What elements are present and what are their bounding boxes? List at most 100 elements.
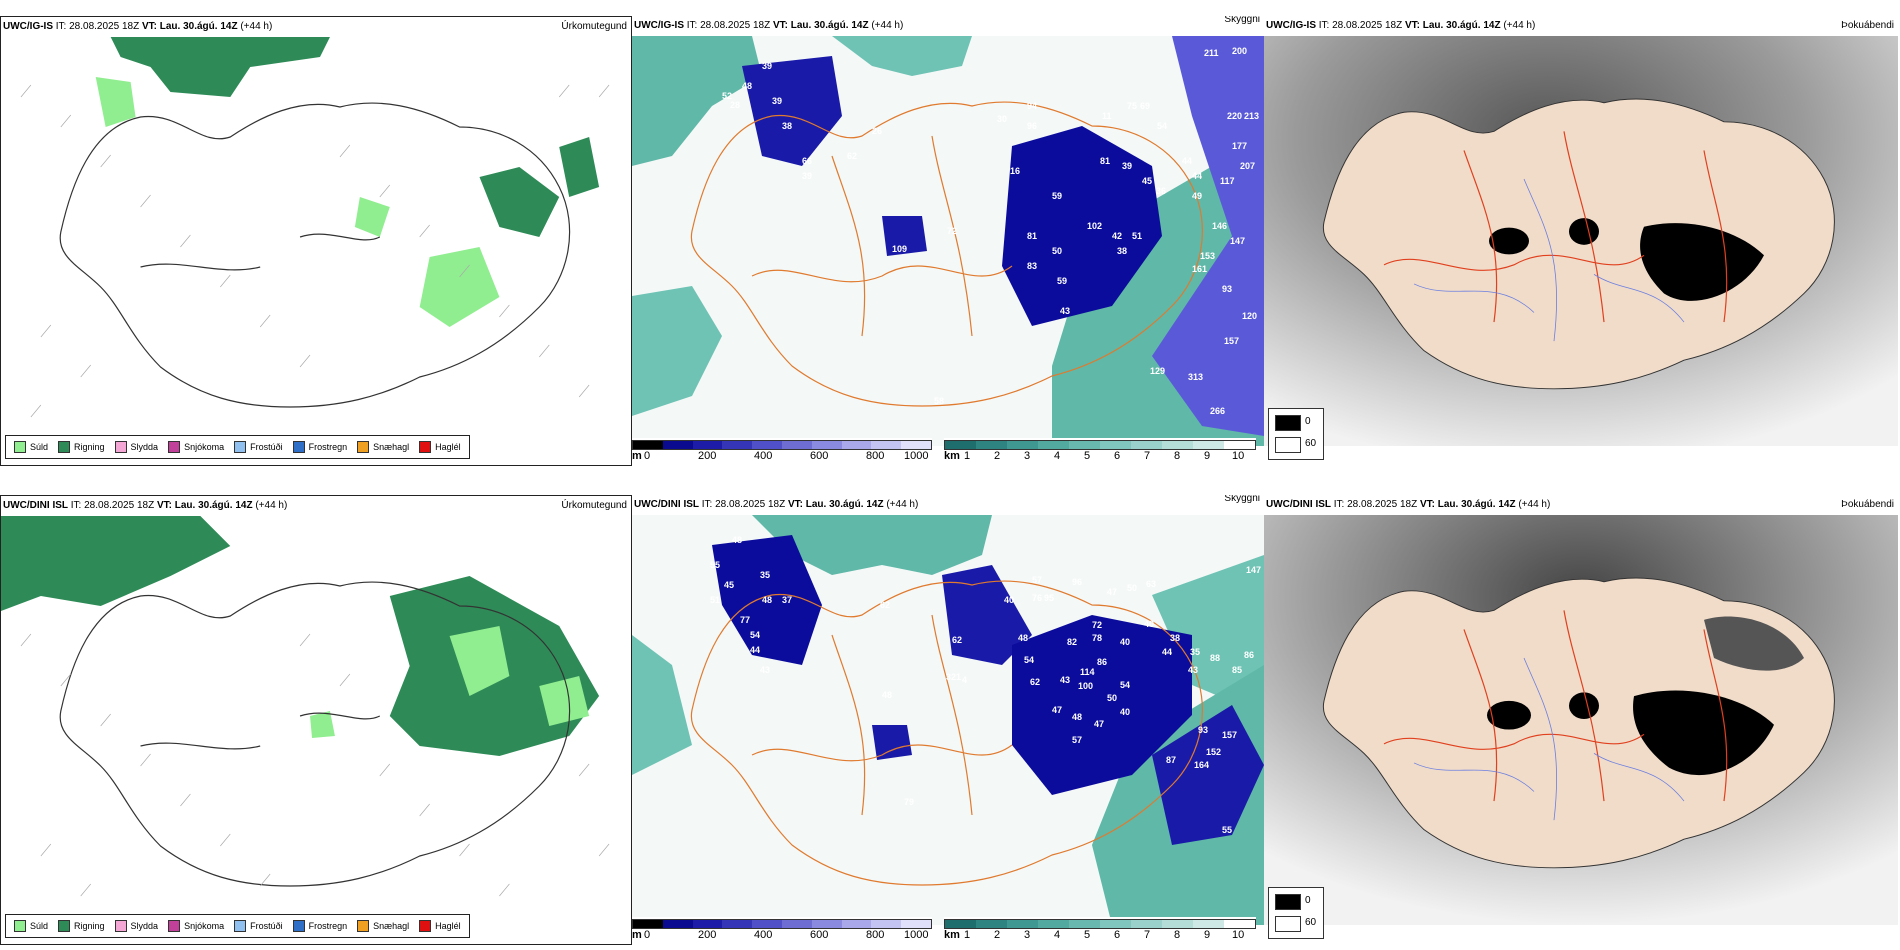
ceiling-label: 43 (1060, 306, 1071, 316)
visibility-tick: 5 (1084, 929, 1091, 941)
ceiling-tick: 200 (698, 450, 717, 462)
ceiling-label: 62 (847, 151, 858, 161)
ceiling-label: 147 (1230, 236, 1246, 246)
it-label: IT: (1333, 499, 1345, 510)
ceiling-label: 207 (1240, 161, 1256, 171)
ceiling-label: 200 (1232, 46, 1248, 56)
ceiling-label: 37 (782, 595, 793, 605)
ceiling-label: 85 (1232, 665, 1243, 675)
ceiling-label: 157 (1222, 730, 1238, 740)
ceiling-label: 109 (892, 244, 908, 254)
visibility-colorbar: km 1 2 3 4 5 6 7 8 9 10 (944, 917, 1256, 943)
ceiling-label: 157 (1224, 336, 1240, 346)
visibility-tick: 3 (1024, 450, 1031, 462)
ceiling-label: 146 (1212, 221, 1228, 231)
visibility-map-svg (632, 36, 1264, 446)
ceiling-label: 11 (1102, 111, 1112, 121)
ceiling-label: 40 (1120, 637, 1131, 647)
ceiling-tick: 800 (866, 450, 885, 462)
ceiling-label: 86 (1097, 657, 1108, 667)
legend-item-frostregn: Frostregn (292, 920, 347, 932)
visibility-tick: 7 (1144, 450, 1151, 462)
it-label: IT: (1318, 20, 1330, 31)
fog-legend-white: 60 (1305, 917, 1317, 928)
ceiling-label: 35 (1190, 647, 1201, 657)
ceiling-label: 36 (1156, 186, 1167, 196)
ceiling-label: 51 (1132, 231, 1143, 241)
ceiling-label: 52 (722, 91, 733, 101)
legend-item-snaehagl: Snæhagl (357, 441, 409, 453)
ceiling-label: 30 (997, 114, 1008, 124)
ceiling-unit: m (632, 450, 642, 462)
precip-legend: Súld Rigning Slydda Snjókoma Frostúði Fr… (5, 914, 470, 938)
model-name: UWC/DINI ISL (3, 500, 68, 511)
fog-map[interactable] (1264, 515, 1898, 925)
panel-header: UWC/IG-IS IT: 28.08.2025 18Z VT: Lau. 30… (632, 16, 1264, 36)
ceiling-label: 77 (740, 615, 751, 625)
fog-legend: 0 60 (1268, 408, 1324, 460)
vt-label: VT: (156, 500, 172, 511)
panel-title: Þokuábendi (1841, 499, 1894, 510)
ceiling-label: 266 (1210, 406, 1226, 416)
ceiling-label: 16 (1010, 166, 1021, 176)
ceiling-label: 38 (782, 121, 793, 131)
ceiling-label: 39 (802, 171, 813, 181)
visibility-tick: 4 (1054, 929, 1061, 941)
it-label: IT: (70, 500, 82, 511)
visibility-map[interactable]: 39 48 39 52 38 66 39 62 26 94 96 30 11 7… (632, 36, 1264, 446)
ceiling-label: 38 (1170, 633, 1181, 643)
precip-map[interactable] (1, 37, 631, 447)
legend-item-snaehagl: Snæhagl (357, 920, 409, 932)
ceiling-label: 213 (1244, 111, 1260, 121)
legend-item-haglel: Haglél (419, 920, 461, 932)
fog-legend-black: 0 (1305, 416, 1311, 427)
panel-title: Skyggni (1224, 16, 1260, 25)
vt-value: Lau. 30.ágú. 14Z (805, 499, 884, 510)
ceiling-label: 153 (1200, 251, 1216, 261)
ceiling-label: 55 (1222, 825, 1233, 835)
lead-time: (+44 h) (871, 20, 904, 31)
ceiling-tick: 1000 (904, 450, 929, 462)
visibility-tick: 10 (1232, 450, 1245, 462)
legend-item-sudl: Súld (14, 920, 48, 932)
ceiling-label: 47 (1052, 705, 1063, 715)
legend-item-haglel: Haglél (419, 441, 461, 453)
ceiling-label: 69 (1140, 101, 1151, 111)
visibility-map-svg (632, 515, 1264, 925)
ceiling-label: 62 (952, 635, 963, 645)
model-name: UWC/DINI ISL (1266, 499, 1331, 510)
ceiling-colorbar: m 0 200 400 600 800 1000 (632, 917, 932, 943)
ceiling-label: 39 (772, 96, 783, 106)
legend-item-snjokoma: Snjókoma (168, 441, 224, 453)
panel-header: UWC/IG-IS IT: 28.08.2025 18Z VT: Lau. 30… (1, 17, 631, 37)
ceiling-label: 48 (1018, 633, 1029, 643)
ceiling-label: 129 (1150, 366, 1166, 376)
ceiling-label: 72 (947, 226, 958, 236)
legend-item-frostregn: Frostregn (292, 441, 347, 453)
ceiling-label: 79 (904, 797, 915, 807)
ceiling-label: 40 (1120, 707, 1131, 717)
ceiling-label: 93 (1198, 725, 1209, 735)
legend-item-rigning: Rigning (58, 920, 105, 932)
visibility-map[interactable]: 48 55 45 35 48 37 51 77 54 62 44 43 62 5… (632, 515, 1264, 925)
ceiling-label: 117 (1220, 176, 1235, 186)
visibility-tick: 8 (1174, 450, 1181, 462)
ceiling-label: 313 (1188, 372, 1204, 382)
panel-header: UWC/DINI ISL IT: 28.08.2025 18Z VT: Lau.… (1264, 495, 1898, 515)
precip-map-svg (1, 516, 631, 926)
ceiling-label: 161 (1192, 264, 1208, 274)
ceiling-label: 87 (1166, 755, 1177, 765)
fog-map[interactable] (1264, 36, 1898, 446)
ceiling-tick: 200 (698, 929, 717, 941)
ceiling-label: 47 (1107, 587, 1118, 597)
vt-label: VT: (787, 499, 803, 510)
ceiling-label: 63 (1146, 579, 1157, 589)
precip-map[interactable] (1, 516, 631, 926)
ceiling-label: 57 (1032, 575, 1043, 585)
ceiling-label: 96 (1027, 121, 1038, 131)
visibility-tick: 7 (1144, 929, 1151, 941)
ceiling-label: 39 (1122, 161, 1133, 171)
model-name: UWC/IG-IS (3, 21, 53, 32)
lead-time: (+44 h) (240, 21, 273, 32)
ceiling-unit: m (632, 929, 642, 941)
